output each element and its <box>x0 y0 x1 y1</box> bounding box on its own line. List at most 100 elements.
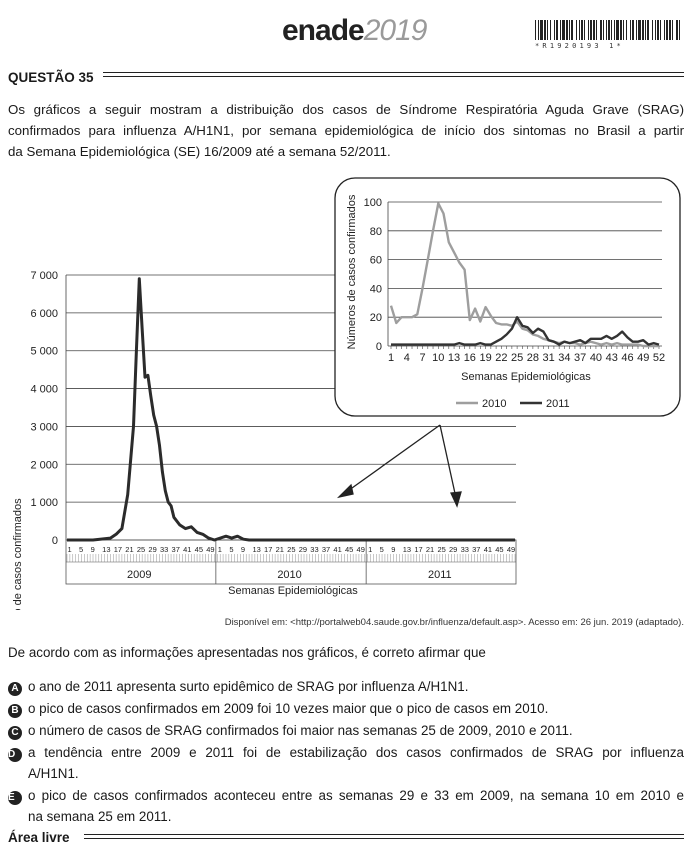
main-y-tick-labels: 0 1 000 2 000 3 000 4 000 5 000 6 000 7 000 <box>30 270 58 547</box>
inset-x-tick-label: 49 <box>637 352 649 364</box>
main-week-label: 45 <box>195 545 203 554</box>
inset-frame <box>334 177 681 417</box>
question-title: QUESTÃO 35 <box>8 70 94 85</box>
main-week-label: 29 <box>449 545 457 554</box>
inset-gridlines <box>387 201 662 349</box>
main-week-label: 5 <box>229 545 233 554</box>
alternative-c-badge: C <box>8 726 22 740</box>
inset-x-tick-label: 46 <box>621 352 633 364</box>
main-week-label: 21 <box>426 545 434 554</box>
main-week-label: 33 <box>310 545 318 554</box>
inset-y-tick-label: 0 <box>376 341 382 353</box>
main-y-tick-label: 0 <box>52 535 58 547</box>
alternative-d-text-line-2: A/H1N1. <box>28 766 79 781</box>
legend-2010-label: 2010 <box>482 398 506 410</box>
main-y-axis-label: Número de casos confirmados <box>12 498 24 610</box>
question-stem: De acordo com as informações apresentada… <box>8 645 486 660</box>
main-x-axis <box>65 539 517 585</box>
inset-x-tick-label: 10 <box>432 352 444 364</box>
main-y-tick-label: 7 000 <box>30 270 58 282</box>
alternative-c-text: o número de casos de SRAG confirmados fo… <box>28 723 573 738</box>
inset-x-axis-label: Semanas Epidemiológicas <box>461 371 591 383</box>
main-week-label: 1 <box>368 545 372 554</box>
charts-figure: 0 1 000 2 000 3 000 4 000 5 000 6 000 7 000 Núm… <box>12 177 681 610</box>
main-y-tick-label: 3 000 <box>30 421 58 433</box>
main-y-tick-label: 2 000 <box>30 459 58 471</box>
intro-line-1: Os gráficos a seguir mostram a distribui… <box>8 102 684 117</box>
inset-y-tick-label: 20 <box>370 312 382 324</box>
intro-line-2: confirmados para influenza A/H1N1, por s… <box>8 123 684 138</box>
inset-x-tick-label: 31 <box>543 352 555 364</box>
intro-text: Os gráficos a seguir mostram a distribui… <box>8 99 684 162</box>
main-chart: 0 1 000 2 000 3 000 4 000 5 000 6 000 7 000 Núm… <box>12 270 517 610</box>
alternative-a-badge: A <box>8 682 22 696</box>
alternative-d-badge: D <box>8 748 22 762</box>
main-week-label: 17 <box>414 545 422 554</box>
barcode <box>535 20 680 40</box>
inset-chart: 0 20 40 60 80 100 1 4 7 10 13 16 19 22 25 28 31 34 37 40 43… <box>334 177 681 417</box>
main-week-label: 37 <box>172 545 180 554</box>
main-y-tick-label: 4 000 <box>30 384 58 396</box>
inset-x-tick-label: 19 <box>479 352 491 364</box>
main-week-label: 45 <box>495 545 503 554</box>
alternative-d-text-line-1: a tendência entre 2009 e 2011 foi de est… <box>28 745 684 760</box>
inset-x-tick-label: 1 <box>388 352 394 364</box>
main-week-label: 45 <box>345 545 353 554</box>
main-week-label: 1 <box>68 545 72 554</box>
inset-x-tick-label: 43 <box>606 352 618 364</box>
main-week-label: 9 <box>241 545 245 554</box>
alternative-e-text-line-2: na semana 25 em 2011. <box>28 809 172 824</box>
enade-logo: enade2019 <box>282 14 427 47</box>
callout-arrows <box>336 424 462 508</box>
main-week-label: 21 <box>276 545 284 554</box>
main-year-label: 2011 <box>428 569 452 581</box>
main-year-labels: 2009 2010 2011 <box>127 569 452 581</box>
inset-x-tick-label: 4 <box>404 352 410 364</box>
source-note: Disponível em: <http://portalweb04.saude… <box>224 617 684 628</box>
inset-x-tick-label: 40 <box>590 352 602 364</box>
main-week-label: 29 <box>148 545 156 554</box>
main-week-label: 33 <box>461 545 469 554</box>
inset-y-tick-label: 100 <box>364 197 382 209</box>
free-area-title: Área livre <box>8 830 70 845</box>
main-year-label: 2009 <box>127 569 151 581</box>
main-week-label: 9 <box>91 545 95 554</box>
main-week-label: 21 <box>125 545 133 554</box>
main-week-ticks: 1 5 9 13 17 21 25 29 33 37 41 45 49 1 5 9 13 17 21 25 29 33 37… <box>68 545 516 554</box>
inset-y-axis-label: Números de casos confirmados <box>346 194 358 349</box>
inset-legend: 2010 2011 <box>456 398 570 410</box>
main-y-tick-label: 5 000 <box>30 346 58 358</box>
inset-x-tick-label: 28 <box>527 352 539 364</box>
inset-series-2011-line <box>391 315 660 346</box>
intro-line-3: da Semana Epidemiológica (SE) 16/2009 at… <box>8 144 391 159</box>
main-week-label: 41 <box>333 545 341 554</box>
main-week-label: 41 <box>183 545 191 554</box>
question-title-rule <box>103 72 684 77</box>
main-week-label: 5 <box>380 545 384 554</box>
main-week-label: 49 <box>357 545 365 554</box>
main-week-label: 25 <box>437 545 445 554</box>
main-week-label: 37 <box>322 545 330 554</box>
barcode-digits: *R1920193 1* <box>535 42 624 50</box>
main-week-label: 33 <box>160 545 168 554</box>
main-week-label: 25 <box>287 545 295 554</box>
free-area-rule <box>84 834 684 839</box>
main-week-label: 13 <box>252 545 260 554</box>
main-y-tick-label: 1 000 <box>30 497 58 509</box>
inset-x-tick-label: 22 <box>495 352 507 364</box>
inset-x-tick-label: 52 <box>653 352 665 364</box>
inset-x-tick-label: 25 <box>511 352 523 364</box>
inset-y-tick-label: 80 <box>370 226 382 238</box>
inset-x-tick-label: 7 <box>419 352 425 364</box>
main-week-label: 29 <box>299 545 307 554</box>
main-y-tick-label: 6 000 <box>30 308 58 320</box>
main-week-label: 13 <box>102 545 110 554</box>
alternative-e-badge: E <box>8 791 22 805</box>
inset-y-tick-label: 60 <box>370 255 382 267</box>
legend-2011-label: 2011 <box>546 398 570 410</box>
